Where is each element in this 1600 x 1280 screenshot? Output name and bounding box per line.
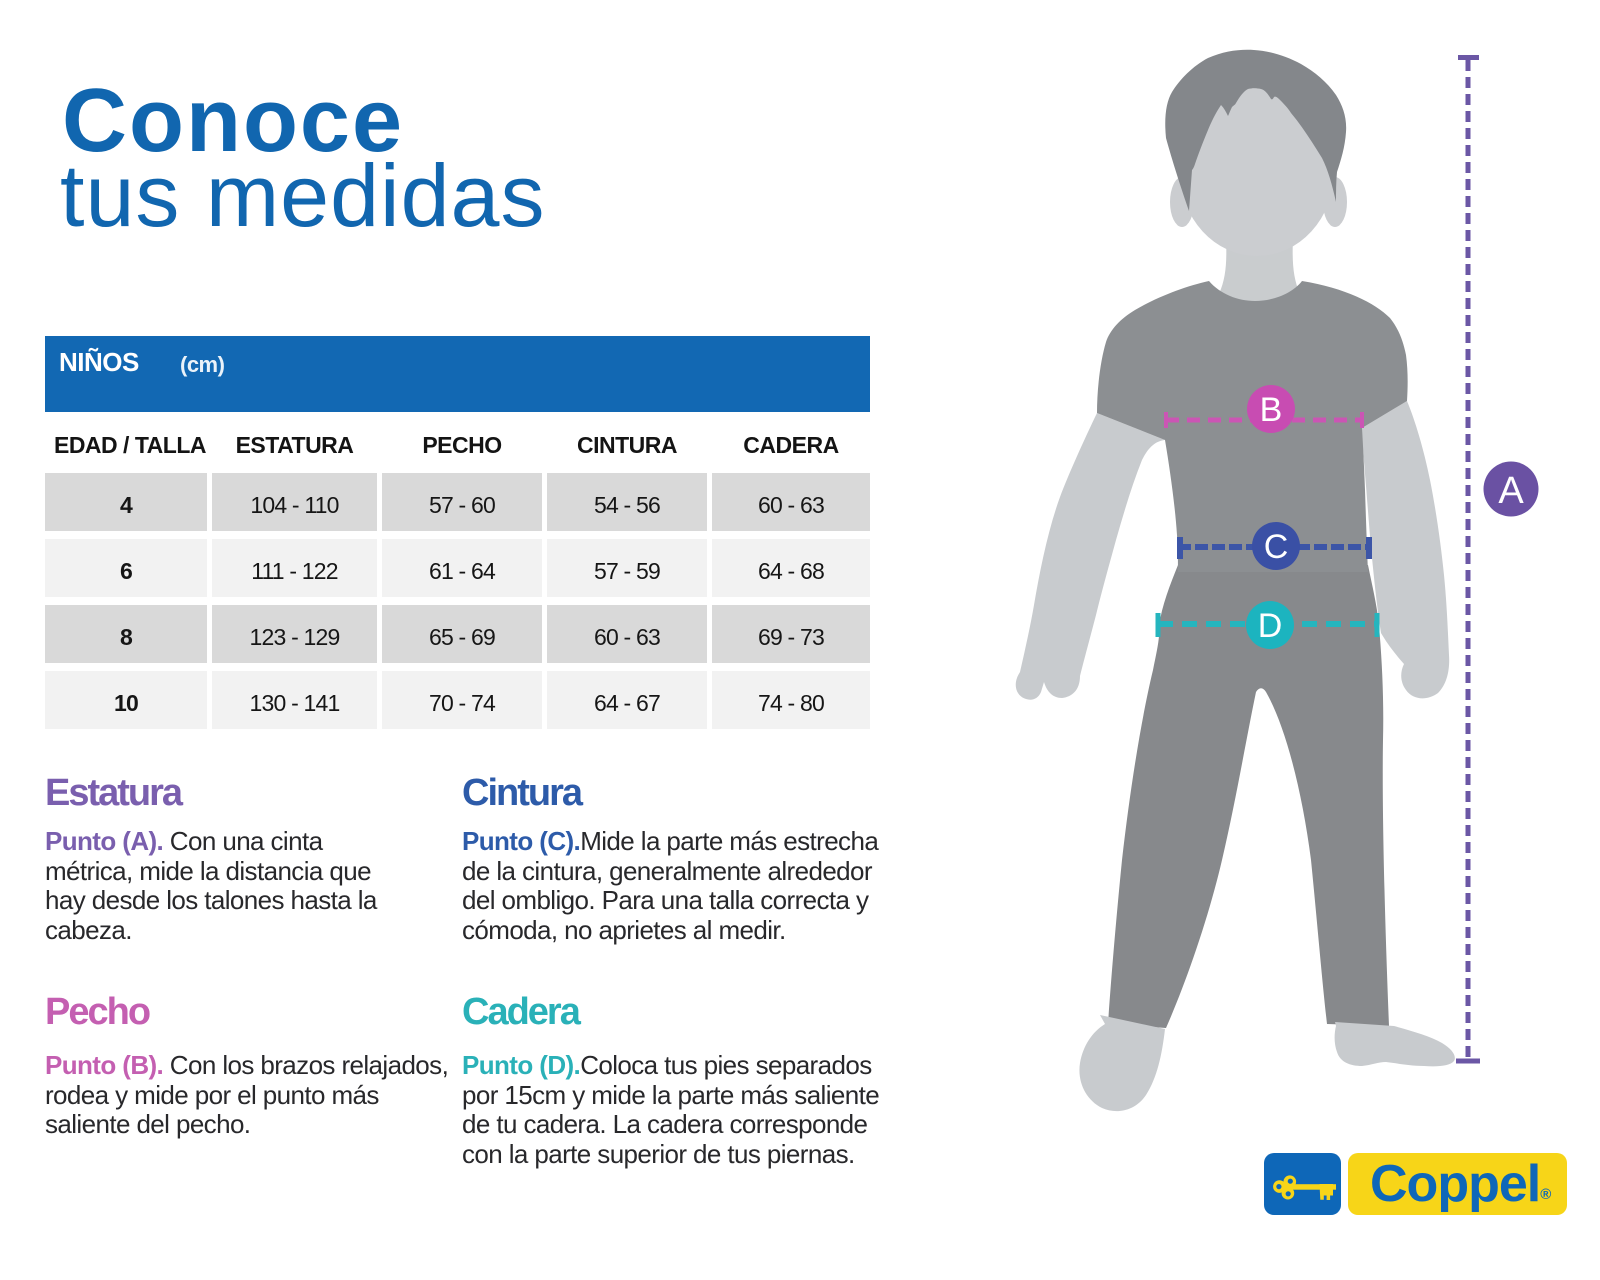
svg-text:C: C (1264, 528, 1289, 566)
svg-text:A: A (1498, 470, 1524, 512)
svg-text:B: B (1260, 391, 1283, 429)
svg-text:D: D (1258, 607, 1283, 645)
